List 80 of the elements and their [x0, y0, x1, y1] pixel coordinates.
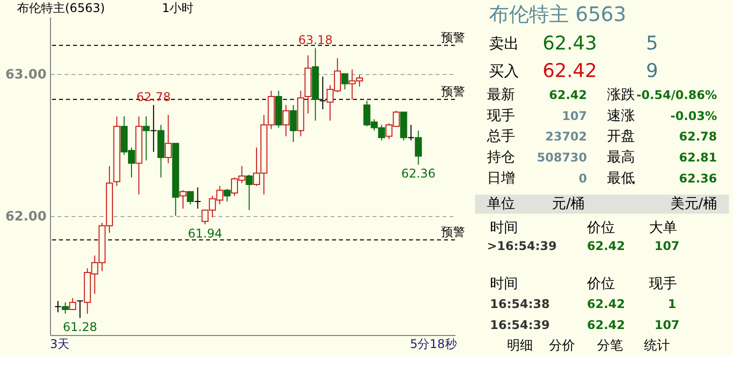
text: 3天	[50, 337, 70, 351]
candlestick	[76, 300, 84, 318]
text: 62.78	[679, 130, 717, 144]
text: 0	[578, 172, 587, 186]
text: 统计	[644, 338, 670, 354]
y-tick-label: 63.00	[5, 67, 46, 82]
candlestick	[142, 116, 150, 161]
text: 价位	[586, 220, 615, 236]
text: 23702	[545, 130, 587, 144]
candlestick	[150, 104, 158, 152]
text: 5分18秒	[410, 337, 457, 351]
text: 9	[646, 60, 658, 82]
text: 开盘	[607, 128, 635, 145]
text: >16:54:39	[487, 238, 557, 253]
text: 元/桶	[552, 196, 585, 212]
text: 62.42	[549, 88, 587, 102]
candlestick	[69, 298, 76, 310]
text: 62.42	[587, 296, 625, 311]
text: 107	[654, 238, 680, 253]
text: 现手	[649, 276, 677, 292]
text: 速涨	[607, 108, 635, 124]
text: 最高	[607, 150, 635, 166]
text: 价位	[586, 276, 615, 292]
text: 卖出	[489, 34, 519, 53]
candlestick	[224, 188, 231, 202]
candlestick	[62, 302, 69, 314]
candlestick	[414, 130, 422, 166]
text: -0.54/0.86%	[636, 88, 717, 102]
text: 107	[654, 318, 680, 332]
text: 分价	[549, 338, 575, 354]
text: 时间	[490, 276, 518, 292]
text: 单位	[487, 196, 515, 212]
text: 总手	[486, 128, 515, 145]
text: 16:54:39	[490, 318, 550, 332]
candlestick	[186, 191, 194, 205]
text: 现手	[487, 108, 515, 124]
text: 62.42	[542, 60, 597, 82]
ref-line-label: 预警	[441, 84, 465, 98]
text: 62.81	[679, 150, 717, 165]
ref-line-label: 预警	[441, 224, 465, 239]
text: 时间	[490, 220, 518, 236]
text: 布伦特主 6563	[489, 2, 626, 26]
text: 涨跌	[607, 86, 635, 103]
text: 分笔	[597, 338, 623, 354]
candlestick	[179, 190, 186, 210]
text: 明细	[507, 338, 533, 354]
text: 大单	[649, 220, 677, 236]
text: 最低	[607, 170, 635, 186]
ref-line-label: 预警	[441, 30, 465, 44]
text: 1	[668, 296, 676, 311]
text: 1小时	[162, 1, 194, 15]
text: 持仓	[487, 150, 515, 166]
candlestick	[290, 104, 297, 142]
candlestick	[341, 73, 348, 90]
text: 62.42	[587, 238, 625, 253]
candlestick	[282, 104, 290, 137]
text: 62.36	[679, 172, 717, 186]
candlestick	[54, 300, 62, 313]
chart-title: 布伦特主(6563)	[17, 1, 105, 15]
text: 买入	[489, 62, 519, 80]
annotation: 61.28	[62, 320, 98, 334]
text: 5	[646, 32, 658, 55]
text: 62.42	[587, 318, 625, 332]
annotation: 61.94	[188, 226, 222, 240]
text: -0.03%	[670, 108, 717, 123]
annotation: 62.78	[136, 90, 171, 104]
candlestick	[246, 174, 253, 211]
text: 508730	[536, 150, 587, 165]
annotation: 63.18	[298, 33, 333, 48]
text: 107	[562, 108, 587, 123]
text: 美元/桶	[670, 196, 717, 212]
candlestick	[408, 124, 415, 142]
annotation: 62.36	[401, 166, 436, 181]
text: 日增	[487, 170, 515, 186]
candlestick	[194, 186, 202, 210]
candlestick	[164, 114, 172, 164]
text: 62.43	[542, 32, 597, 55]
text: 16:54:38	[490, 296, 550, 311]
y-tick-label: 62.00	[5, 209, 46, 224]
text: 最新	[487, 86, 515, 103]
